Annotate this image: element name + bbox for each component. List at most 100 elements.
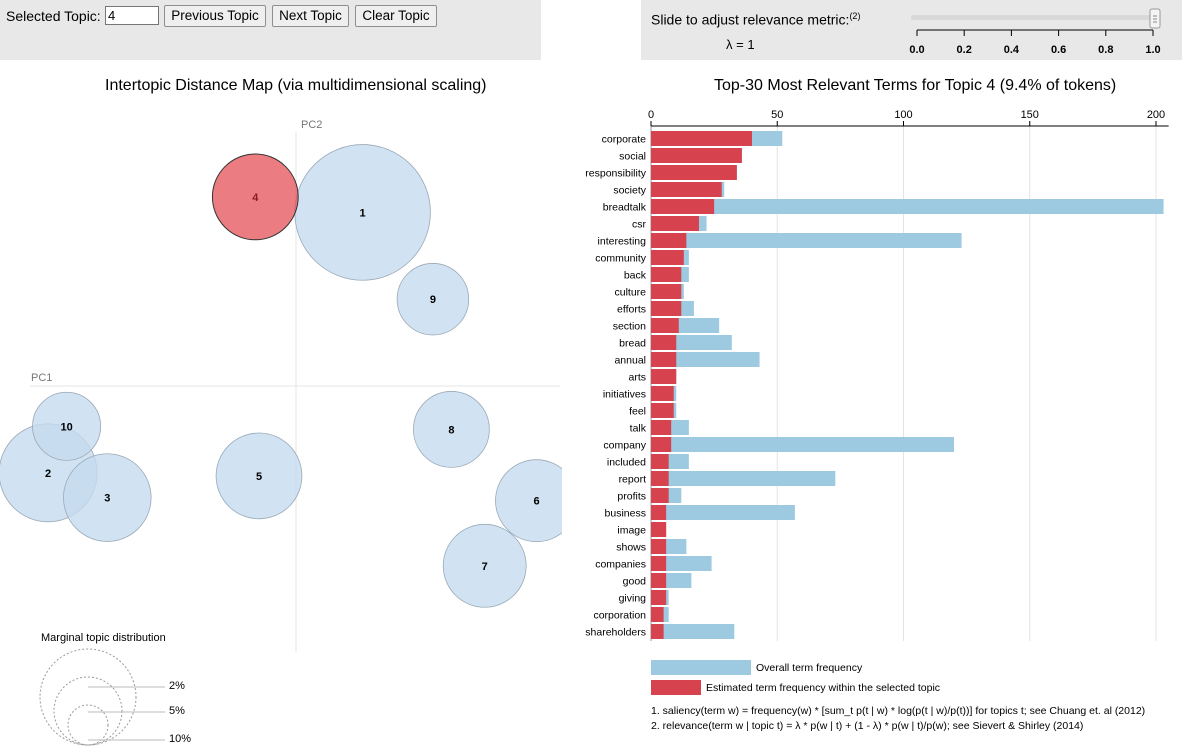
term-label[interactable]: efforts: [617, 304, 646, 316]
bar-legend: Overall term frequency Estimated term fr…: [651, 660, 940, 695]
term-label[interactable]: interesting: [598, 236, 647, 248]
slider-tick-label: 0.8: [1098, 44, 1113, 56]
term-label[interactable]: profits: [617, 491, 646, 503]
intertopic-distance-map[interactable]: PC2 PC1 1 2 3 4 5 7 6 8 9 10 Marginal topic distr…: [0, 100, 562, 750]
term-label[interactable]: business: [605, 508, 646, 520]
term-label[interactable]: society: [613, 185, 646, 197]
legend-size-label: 5%: [169, 705, 185, 717]
term-label[interactable]: annual: [614, 355, 646, 367]
term-label[interactable]: csr: [632, 219, 647, 231]
estimated-frequency-bar: [651, 267, 682, 282]
bar-rows: corporate social responsibility society brea…: [585, 131, 1164, 639]
topic-bubble-label: 7: [482, 561, 488, 573]
topic-bubble-label: 3: [104, 493, 110, 505]
topic-bubble-label: 5: [256, 471, 262, 483]
next-topic-button[interactable]: Next Topic: [272, 5, 349, 27]
overall-frequency-bar: [651, 437, 954, 452]
term-label[interactable]: image: [617, 525, 646, 537]
topic-bubble-9[interactable]: [396, 263, 470, 336]
topic-bubble-label: 9: [430, 294, 436, 306]
bar-axis-tick-label: 150: [1021, 109, 1039, 121]
topic-bubble-label: 6: [533, 496, 539, 508]
bar-axis-tick-label: 200: [1147, 109, 1165, 121]
estimated-frequency-bar: [651, 590, 667, 605]
topic-bubble-3[interactable]: [63, 453, 152, 542]
topic-bubble-label: 8: [448, 424, 454, 436]
term-label[interactable]: good: [623, 576, 647, 588]
topic-bubble-4[interactable]: [211, 153, 299, 241]
legend-size-circle: [39, 648, 137, 746]
clear-topic-button[interactable]: Clear Topic: [355, 5, 437, 27]
estimated-frequency-bar: [651, 352, 677, 367]
term-label[interactable]: talk: [630, 423, 647, 435]
estimated-frequency-bar: [651, 284, 682, 299]
term-label[interactable]: corporate: [602, 134, 647, 146]
selected-topic-input[interactable]: [105, 6, 159, 25]
estimated-frequency-bar: [651, 369, 677, 384]
pc2-axis-label: PC2: [301, 119, 322, 131]
estimated-frequency-bar: [651, 318, 679, 333]
term-label[interactable]: back: [624, 270, 647, 282]
term-label[interactable]: report: [619, 474, 647, 486]
term-label[interactable]: shows: [616, 542, 646, 554]
bar-axis-tick-label: 0: [648, 109, 654, 121]
term-label[interactable]: culture: [614, 287, 646, 299]
estimated-frequency-bar: [651, 182, 722, 197]
estimated-frequency-bar: [651, 199, 715, 214]
selected-topic-label: Selected Topic:: [6, 8, 101, 24]
legend-size-circle: [67, 704, 109, 746]
term-label[interactable]: section: [613, 321, 646, 333]
term-label[interactable]: giving: [619, 593, 647, 605]
slider-thumb[interactable]: [1149, 8, 1161, 29]
estimated-frequency-bar: [651, 437, 672, 452]
overall-frequency-bar: [651, 556, 712, 571]
term-label[interactable]: bread: [619, 338, 646, 350]
estimated-frequency-bar: [651, 301, 682, 316]
estimated-frequency-bar: [651, 505, 667, 520]
intertopic-map-title: Intertopic Distance Map (via multidimens…: [105, 77, 487, 94]
slider-label: Slide to adjust relevance metric:(2): [651, 11, 861, 28]
estimated-frequency-bar: [651, 131, 752, 146]
estimated-frequency-bar: [651, 488, 669, 503]
term-label[interactable]: social: [619, 151, 646, 163]
estimated-frequency-bar: [651, 454, 669, 469]
slider-tick-label: 1.0: [1145, 44, 1160, 56]
topic-bubbles[interactable]: 1 2 3 4 5 7 6 8 9 10: [0, 144, 562, 608]
term-label[interactable]: corporation: [593, 610, 646, 622]
bar-axis-tick-label: 100: [894, 109, 912, 121]
topic-bubble-5[interactable]: [215, 432, 303, 520]
estimated-frequency-bar: [651, 539, 667, 554]
term-label[interactable]: companies: [595, 559, 646, 571]
slider-footnote: (2): [849, 11, 861, 21]
overall-frequency-bar: [651, 352, 760, 367]
term-label[interactable]: feel: [629, 406, 646, 418]
legend-size-label: 10%: [169, 733, 191, 745]
relevance-slider[interactable]: 0.0 0.2 0.4 0.6 0.8 1.0: [641, 0, 1182, 60]
estimated-frequency-bar: [651, 420, 672, 435]
estimated-frequency-bar: [651, 556, 667, 571]
slider-axis: 0.0 0.2 0.4 0.6 0.8 1.0: [909, 29, 1161, 56]
term-label[interactable]: shareholders: [585, 627, 646, 639]
estimated-frequency-bar: [651, 335, 677, 350]
topic-bubble-label: 1: [360, 207, 366, 219]
term-label[interactable]: initiatives: [603, 389, 646, 401]
previous-topic-button[interactable]: Previous Topic: [164, 5, 266, 27]
overall-frequency-bar: [651, 471, 836, 486]
topic-bubble-7[interactable]: [442, 523, 527, 608]
relevance-control-bar: Slide to adjust relevance metric:(2) λ =…: [641, 0, 1182, 60]
term-label[interactable]: responsibility: [585, 168, 646, 180]
topic-bubble-label: 2: [45, 468, 51, 480]
legend-overall-swatch: [651, 660, 751, 675]
slider-track: [911, 15, 1155, 20]
topic-bubble-8[interactable]: [413, 391, 490, 468]
term-label[interactable]: community: [595, 253, 647, 265]
topic-bubble-6[interactable]: [495, 459, 562, 543]
term-label[interactable]: included: [607, 457, 646, 469]
term-label[interactable]: arts: [628, 372, 646, 384]
marginal-topic-legend-title: Marginal topic distribution: [41, 632, 166, 644]
term-label[interactable]: breadtalk: [603, 202, 647, 214]
relevant-terms-chart: 0 50 100 150 200 corporate social responsibili…: [585, 109, 1169, 732]
term-label[interactable]: company: [603, 440, 646, 452]
topic-bubble-10[interactable]: [32, 391, 102, 461]
legend-estimated-swatch: [651, 680, 701, 695]
